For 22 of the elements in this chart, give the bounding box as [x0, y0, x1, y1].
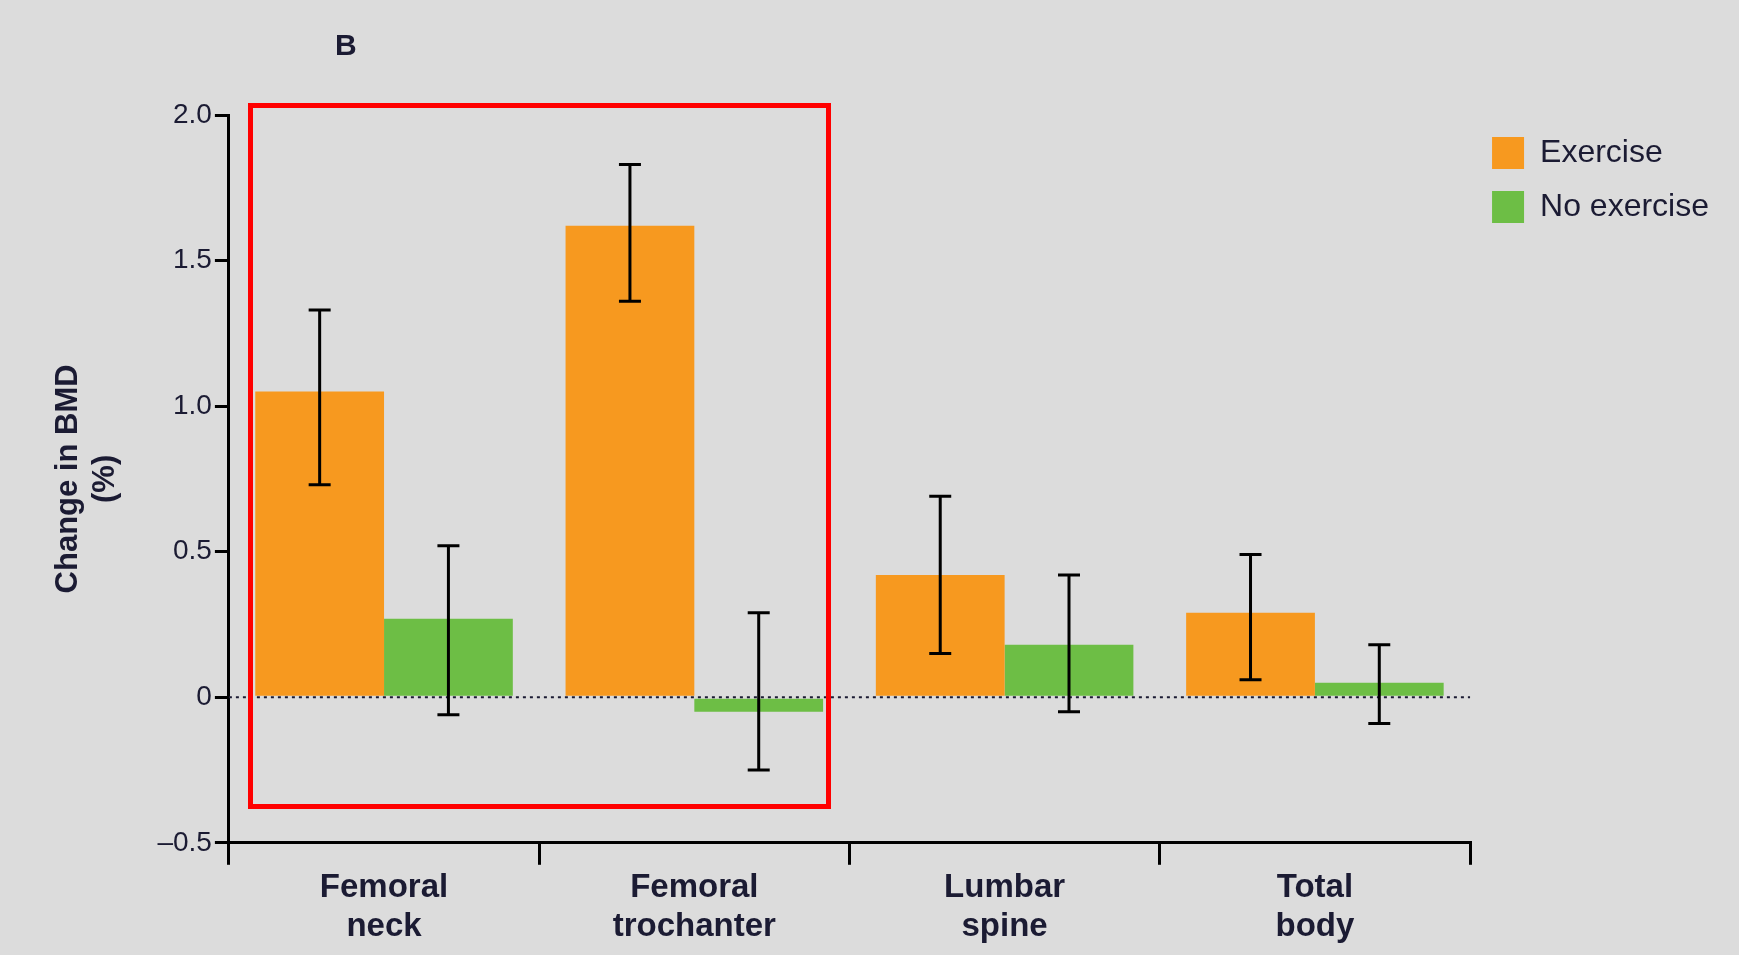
y-tick-label: 2.0 [172, 97, 212, 129]
x-tick-label: Total body [1275, 866, 1355, 944]
x-tick-label: Femoral neck [319, 866, 449, 944]
text: B [335, 28, 357, 62]
y-tick-label: 0.5 [172, 534, 212, 566]
bar [875, 574, 1005, 696]
bar [694, 698, 824, 712]
y-axis-title: Change in BMD (%) [49, 364, 122, 594]
x-tick-label: Femoral trochanter [612, 866, 777, 944]
x-tick-label: Lumbar spine [944, 866, 1066, 944]
bar [1314, 682, 1444, 696]
legend-label: No exercise [1540, 186, 1709, 223]
bar [255, 391, 385, 696]
bar [384, 618, 513, 696]
y-tick-label: 0 [196, 679, 212, 711]
y-tick-label: 1.5 [172, 243, 212, 275]
bar [1186, 612, 1315, 696]
y-tick-label: 1.0 [172, 388, 212, 420]
y-tick-label: –0.5 [157, 825, 212, 857]
bar [565, 225, 695, 696]
legend-label: Exercise [1540, 132, 1663, 169]
bar [1004, 644, 1134, 696]
